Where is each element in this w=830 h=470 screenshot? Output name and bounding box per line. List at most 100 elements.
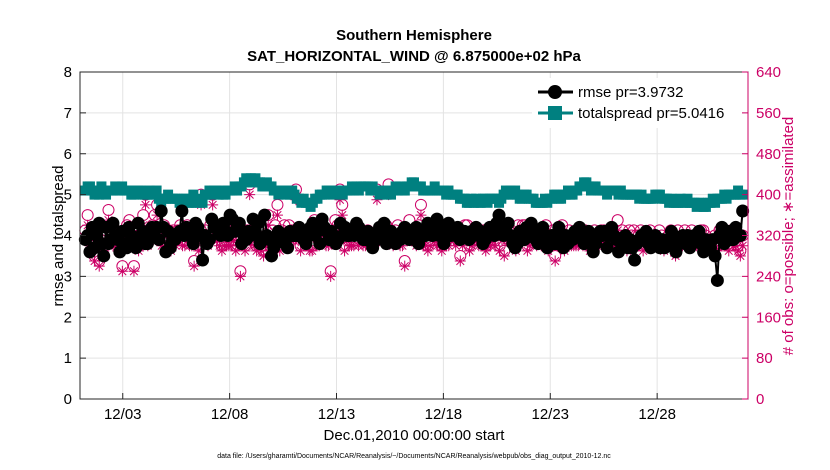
obs-assimilated-point xyxy=(271,209,283,221)
obs-assimilated-point xyxy=(415,209,427,221)
obs-assimilated-point xyxy=(498,250,510,262)
rmse-point xyxy=(232,216,246,230)
x-tick-label: 12/08 xyxy=(211,406,249,423)
obs-assimilated-point xyxy=(494,245,506,257)
series-rmse xyxy=(78,204,750,287)
obs-assimilated-point xyxy=(480,245,492,257)
x-tick-label: 12/28 xyxy=(638,406,676,423)
rmse-point xyxy=(196,253,210,267)
chart-title: Southern Hemisphere xyxy=(336,27,492,44)
y-tick-label-right: 240 xyxy=(756,268,781,285)
x-axis-label: Dec.01,2010 00:00:00 start xyxy=(324,427,506,444)
y-tick-label-left: 5 xyxy=(64,187,72,204)
rmse-point xyxy=(628,253,642,267)
rmse-point xyxy=(97,249,111,263)
obs-assimilated-point xyxy=(424,240,436,252)
legend-totalspread-marker xyxy=(548,106,562,120)
rmse-point xyxy=(202,233,216,247)
x-tick-label: 12/18 xyxy=(425,406,463,423)
rmse-point xyxy=(501,216,515,230)
data-file-note: data file: /Users/gharamti/Documents/NCA… xyxy=(217,453,611,460)
y-axis-label-right: # of obs: o=possible; ∗=assimilated xyxy=(780,117,797,356)
x-tick-label: 12/03 xyxy=(104,406,142,423)
series-layer xyxy=(78,173,750,287)
obs-assimilated-point xyxy=(549,255,561,267)
obs-assimilated-point xyxy=(89,255,101,267)
obs-assimilated-point xyxy=(255,245,267,257)
obs-assimilated-point xyxy=(230,245,242,257)
rmse-point xyxy=(258,208,272,222)
obs-assimilated-point xyxy=(193,245,205,257)
legend-box xyxy=(532,78,742,128)
y-tick-label-left: 8 xyxy=(64,64,72,81)
obs-assimilated-point xyxy=(116,265,128,277)
y-tick-label-left: 2 xyxy=(64,309,72,326)
y-tick-label-left: 4 xyxy=(64,228,72,245)
rmse-point xyxy=(708,249,722,263)
obs-assimilated-point xyxy=(466,240,478,252)
obs-assimilated-point xyxy=(524,240,536,252)
y-axis-label-left: rmse and totalspread xyxy=(50,166,67,307)
obs-assimilated-point xyxy=(450,240,462,252)
obs-assimilated-point xyxy=(422,245,434,257)
y-tick-label-right: 320 xyxy=(756,228,781,245)
obs-assimilated-point xyxy=(436,245,448,257)
y-tick-label-left: 1 xyxy=(64,350,72,367)
obs-assimilated-point xyxy=(239,245,251,257)
rmse-point xyxy=(492,208,506,222)
legend-totalspread-label: totalspread pr=5.0416 xyxy=(578,105,724,122)
obs-assimilated-point xyxy=(371,194,383,206)
y-tick-label-left: 0 xyxy=(64,391,72,408)
obs-assimilated-point xyxy=(244,189,256,201)
obs-assimilated-point xyxy=(262,219,274,231)
obs-assimilated-point xyxy=(730,240,742,252)
y-tick-label-left: 6 xyxy=(64,146,72,163)
rmse-point xyxy=(281,241,295,255)
obs-assimilated-point xyxy=(140,199,152,211)
legend-rmse-label: rmse pr=3.9732 xyxy=(578,84,683,101)
obs-assimilated-point xyxy=(399,260,411,272)
chart-subtitle: SAT_HORIZONTAL_WIND @ 6.875000e+02 hPa xyxy=(247,48,581,65)
obs-assimilated-point xyxy=(637,245,649,257)
obs-assimilated-point xyxy=(274,245,286,257)
y-tick-label-right: 160 xyxy=(756,309,781,326)
y-tick-label-left: 3 xyxy=(64,268,72,285)
obs-assimilated-point xyxy=(489,240,501,252)
rmse-point xyxy=(710,273,724,287)
rmse-point xyxy=(106,216,120,230)
rmse-point xyxy=(733,229,747,242)
rmse-point xyxy=(154,204,168,218)
y-tick-label-right: 480 xyxy=(756,146,781,163)
y-tick-label-right: 400 xyxy=(756,187,781,204)
y-tick-label-right: 80 xyxy=(756,350,773,367)
obs-assimilated-point xyxy=(723,245,735,257)
rmse-point xyxy=(536,220,550,234)
y-tick-label-right: 0 xyxy=(756,391,764,408)
obs-assimilated-point xyxy=(732,245,744,257)
obs-assimilated-point xyxy=(93,260,105,272)
totalspread-point xyxy=(197,197,208,208)
obs-assimilated-point xyxy=(464,245,476,257)
obs-assimilated-point xyxy=(734,250,746,262)
rmse-point xyxy=(175,204,189,218)
y-tick-label-right: 560 xyxy=(756,105,781,122)
obs-assimilated-point xyxy=(234,270,246,282)
obs-assimilated-point xyxy=(737,240,749,252)
obs-assimilated-point xyxy=(258,250,270,262)
rmse-point xyxy=(736,204,750,218)
obs-assimilated-point xyxy=(207,199,219,211)
x-tick-label: 12/23 xyxy=(531,406,569,423)
obs-assimilated-point xyxy=(339,245,351,257)
y-tick-label-left: 7 xyxy=(64,105,72,122)
x-tick-label: 12/13 xyxy=(318,406,356,423)
obs-assimilated-point xyxy=(334,194,346,206)
obs-assimilated-point xyxy=(225,240,237,252)
ticks: 0 0 1 80 2 160 3 240 4 320 5 400 6 480 7 560 8 640 12/03 12… xyxy=(64,64,781,423)
obs-assimilated-point xyxy=(128,265,140,277)
obs-assimilated-point xyxy=(295,245,307,257)
rmse-point xyxy=(152,233,166,247)
obs-assimilated-point xyxy=(336,209,348,221)
obs-assimilated-point xyxy=(457,240,469,252)
obs-assimilated-point xyxy=(216,245,228,257)
